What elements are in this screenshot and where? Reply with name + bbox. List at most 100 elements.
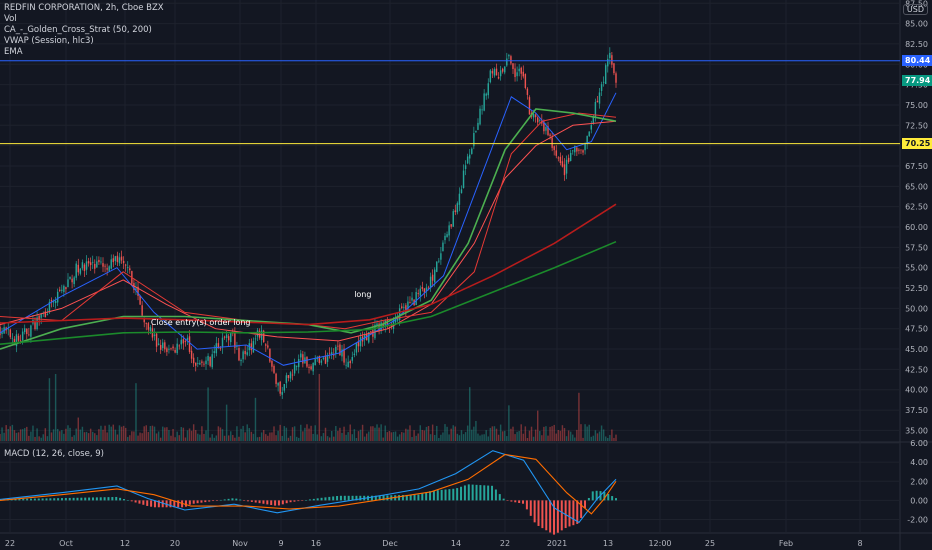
volume-bar <box>444 424 446 441</box>
candle-body <box>473 133 475 147</box>
macd-histogram-bar <box>169 500 172 508</box>
macd-histogram-bar <box>111 497 114 501</box>
volume-bar <box>559 430 562 441</box>
volume-bar <box>528 430 531 441</box>
candle-body <box>458 193 461 205</box>
x-tick-label: 8 <box>857 539 862 548</box>
volume-bar <box>547 435 549 441</box>
volume-bar <box>532 436 535 441</box>
candle-body <box>382 323 384 328</box>
long-entry-label: long <box>354 290 372 300</box>
x-tick-label: Feb <box>779 539 793 548</box>
candle-body <box>85 261 88 270</box>
macd-histogram-bar <box>235 498 238 501</box>
volume-bar <box>343 426 345 441</box>
volume-bar <box>534 429 537 441</box>
indicator-vwap[interactable]: VWAP (Session, hlc3) <box>4 36 94 46</box>
candle-body <box>269 348 271 362</box>
volume-bar <box>302 431 304 441</box>
candle-body <box>394 319 397 323</box>
volume-bar <box>293 426 296 441</box>
macd-histogram-bar <box>134 500 137 503</box>
macd-histogram-bar <box>611 496 614 501</box>
symbol-title[interactable]: REDFIN CORPORATION, 2h, Cboe BZX <box>4 3 164 13</box>
volume-bar <box>320 436 323 441</box>
candle-body <box>9 329 12 338</box>
volume-bar <box>279 424 281 441</box>
candle-body <box>116 255 119 263</box>
volume-bar <box>417 433 419 441</box>
indicator-golden-cross[interactable]: CA_-_Golden_Cross_Strat (50, 200) <box>4 25 152 35</box>
volume-bar <box>386 432 389 441</box>
candle-body <box>520 67 522 74</box>
candle-body <box>534 114 537 118</box>
candle-body <box>13 338 16 344</box>
candle-body <box>512 63 514 69</box>
candle-body <box>518 68 520 72</box>
volume-bar <box>374 427 376 441</box>
volume-bar <box>518 431 520 441</box>
macd-histogram-bar <box>153 500 156 508</box>
macd-histogram-bar <box>126 500 129 501</box>
volume-bar <box>598 431 601 441</box>
indicator-ema[interactable]: EMA <box>4 47 23 57</box>
volume-bar <box>613 437 615 441</box>
volume-bar <box>473 426 475 441</box>
volume-bar <box>246 424 248 441</box>
candle-body <box>217 343 220 349</box>
volume-bar <box>188 428 191 441</box>
volume-bar <box>38 436 40 441</box>
candle-body <box>79 268 82 274</box>
candle-body <box>357 342 360 347</box>
volume-bar <box>475 420 477 441</box>
volume-bar <box>211 434 213 441</box>
currency-badge[interactable]: USD <box>902 4 928 15</box>
volume-bar <box>56 428 59 441</box>
volume-bar <box>295 436 298 441</box>
volume-bar <box>108 424 110 441</box>
volume-bar <box>429 434 432 441</box>
volume-bar <box>576 429 578 441</box>
macd-histogram-bar <box>324 497 327 501</box>
macd-histogram-bar <box>603 491 606 501</box>
macd-histogram-bar <box>250 500 253 502</box>
volume-bar <box>493 426 496 441</box>
volume-bar <box>516 431 518 441</box>
candle-body <box>415 292 417 305</box>
macd-label[interactable]: MACD (12, 26, close, 9) <box>4 449 104 459</box>
volume-bar <box>460 430 463 441</box>
candle-body <box>246 352 248 355</box>
volume-bar <box>355 437 358 441</box>
volume-bar <box>425 426 428 441</box>
volume-bar <box>182 427 185 441</box>
candle-body <box>56 291 59 303</box>
candle-body <box>351 357 354 361</box>
candle-body <box>302 354 304 364</box>
volume-bar <box>258 436 261 441</box>
volume-bar <box>551 426 553 441</box>
volume-bar <box>512 426 514 441</box>
candle-body <box>469 154 471 159</box>
macd-histogram-bar <box>301 500 304 501</box>
volume-bar <box>104 425 106 441</box>
indicator-vol[interactable]: Vol <box>4 14 17 24</box>
volume-bar <box>555 433 557 441</box>
volume-bar <box>236 426 238 441</box>
candle-body <box>339 344 341 356</box>
macd-histogram-bar <box>208 500 211 502</box>
macd-histogram-bar <box>525 500 528 510</box>
volume-bar <box>174 437 176 441</box>
macd-histogram-bar <box>328 496 331 501</box>
macd-histogram-bar <box>351 495 354 501</box>
macd-histogram-bar <box>320 497 323 501</box>
volume-bar <box>572 434 574 441</box>
candle-body <box>532 113 535 118</box>
volume-bar <box>363 436 366 441</box>
candle-body <box>322 357 325 359</box>
macd-histogram-bar <box>409 494 412 501</box>
volume-bar <box>365 433 368 441</box>
volume-bar <box>287 437 290 441</box>
volume-bar <box>508 405 510 441</box>
y-tick-label: 40.00 <box>905 386 928 395</box>
